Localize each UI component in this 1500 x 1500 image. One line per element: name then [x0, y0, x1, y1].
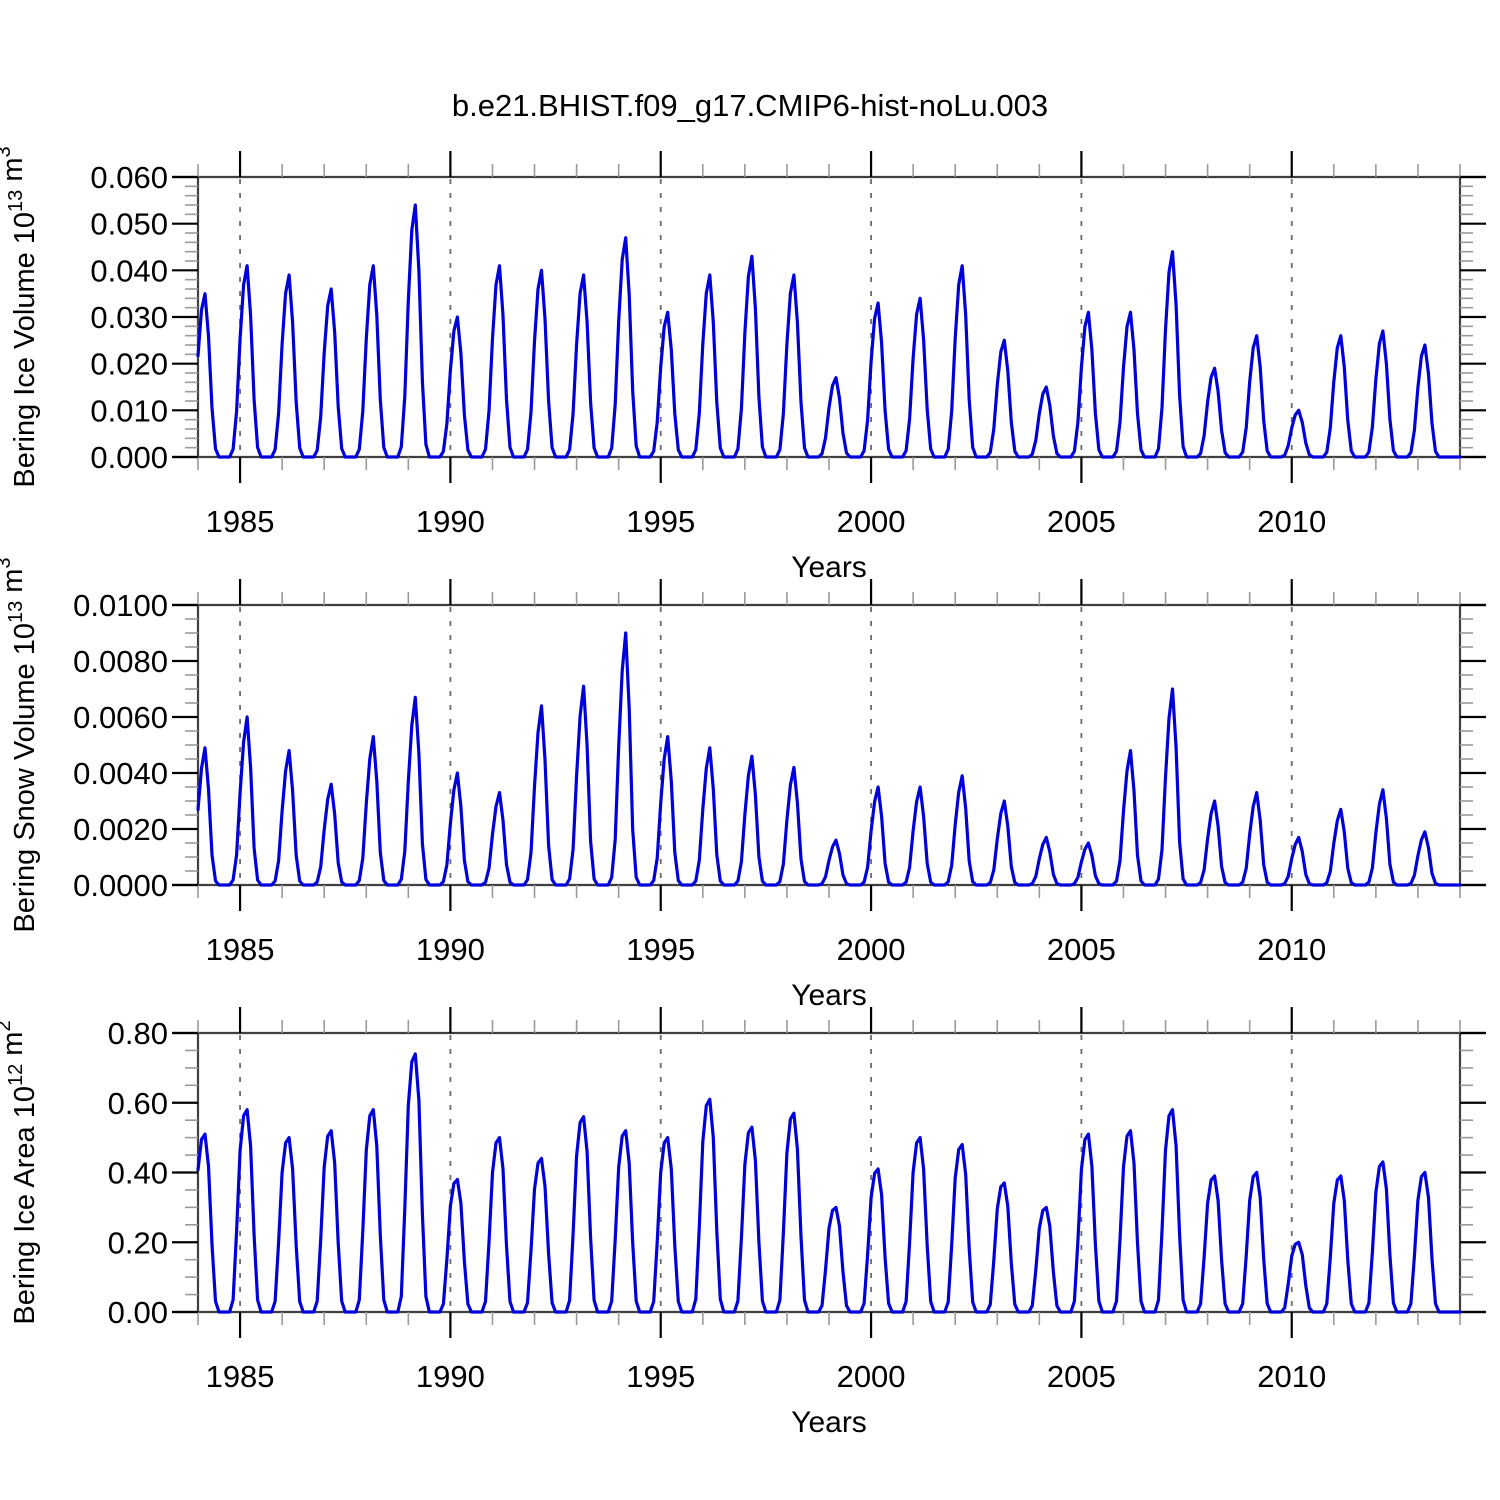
y-tick-labels: 0.00 0.20 0.40 0.60 0.80 [108, 1016, 168, 1330]
x-tick-label: 2005 [1047, 932, 1116, 967]
x-axis-title: Years [791, 1406, 867, 1439]
x-tick-label: 1995 [626, 1359, 695, 1394]
y-axis-ticks [172, 1031, 1486, 1314]
x-tick-labels: 1985 1990 1995 2000 2005 2010 [206, 504, 1327, 539]
x-tick-label: 2010 [1257, 932, 1326, 967]
x-tick-label: 1985 [206, 932, 275, 967]
x-tick-label: 2000 [837, 504, 906, 539]
y-tick-label: 0.80 [108, 1016, 168, 1051]
y-tick-label: 0.0080 [73, 644, 168, 679]
series-line-bering-ice-area [196, 1052, 1462, 1314]
axis-frame [172, 603, 1486, 887]
y-tick-label: 0.0100 [73, 588, 168, 623]
x-axis-title: Years [791, 551, 867, 584]
y-tick-label: 0.040 [90, 253, 168, 288]
y-axis-ticks [172, 603, 1486, 887]
gridlines [239, 607, 1293, 883]
x-tick-label: 2005 [1047, 504, 1116, 539]
series-line-bering-ice-volume [196, 203, 1462, 459]
y-tick-labels: 0.0000 0.0020 0.0040 0.0060 0.0080 0.0100 [73, 588, 168, 903]
x-tick-label: 1985 [206, 1359, 275, 1394]
y-tick-label: 0.00 [108, 1295, 168, 1330]
y-tick-label: 0.030 [90, 300, 168, 335]
x-tick-label: 1990 [416, 932, 485, 967]
x-tick-label: 1990 [416, 504, 485, 539]
x-tick-label: 2010 [1257, 1359, 1326, 1394]
y-tick-label: 0.0000 [73, 868, 168, 903]
y-axis-title: Bering Snow Volume 1013 m3 [0, 557, 41, 932]
y-tick-label: 0.000 [90, 440, 168, 475]
y-tick-label: 0.010 [90, 393, 168, 428]
gridlines [239, 179, 1293, 455]
series-line-bering-snow-volume [196, 631, 1462, 887]
figure-title: b.e21.BHIST.f09_g17.CMIP6-hist-noLu.003 [451, 88, 1049, 123]
panel-bering-ice-area: 0.00 0.20 0.40 0.60 0.80 1985 1990 1995 2000 2005… [0, 1007, 1486, 1439]
x-axis-title: Years [791, 979, 867, 1012]
x-tick-label: 1995 [626, 504, 695, 539]
x-axis-ticks [197, 579, 1461, 911]
y-tick-label: 0.20 [108, 1225, 168, 1260]
panel-bering-snow-volume: 0.0000 0.0020 0.0040 0.0060 0.0080 0.0100 1985… [0, 557, 1486, 1012]
x-tick-label: 1990 [416, 1359, 485, 1394]
y-axis-title: Bering Ice Area 1012 m2 [0, 1020, 41, 1324]
y-axis-title: Bering Ice Volume 1013 m3 [0, 146, 41, 487]
y-tick-label: 0.020 [90, 347, 168, 382]
y-tick-label: 0.0020 [73, 812, 168, 847]
x-axis-ticks [197, 151, 1461, 483]
x-tick-label: 2000 [837, 1359, 906, 1394]
x-tick-label: 1995 [626, 932, 695, 967]
y-tick-label: 0.0060 [73, 700, 168, 735]
gridlines [239, 1035, 1293, 1310]
x-tick-label: 2000 [837, 932, 906, 967]
y-tick-label: 0.060 [90, 160, 168, 195]
x-tick-label: 2010 [1257, 504, 1326, 539]
y-tick-label: 0.40 [108, 1156, 168, 1191]
x-tick-labels: 1985 1990 1995 2000 2005 2010 [206, 932, 1327, 967]
x-tick-label: 1985 [206, 504, 275, 539]
x-tick-labels: 1985 1990 1995 2000 2005 2010 [206, 1359, 1327, 1394]
y-tick-label: 0.0040 [73, 756, 168, 791]
x-tick-label: 2005 [1047, 1359, 1116, 1394]
x-axis-ticks [197, 1007, 1461, 1338]
y-tick-labels: 0.000 0.010 0.020 0.030 0.040 0.050 0.060 [90, 160, 168, 475]
y-tick-label: 0.050 [90, 207, 168, 242]
y-tick-label: 0.60 [108, 1086, 168, 1121]
y-axis-ticks [172, 175, 1486, 459]
